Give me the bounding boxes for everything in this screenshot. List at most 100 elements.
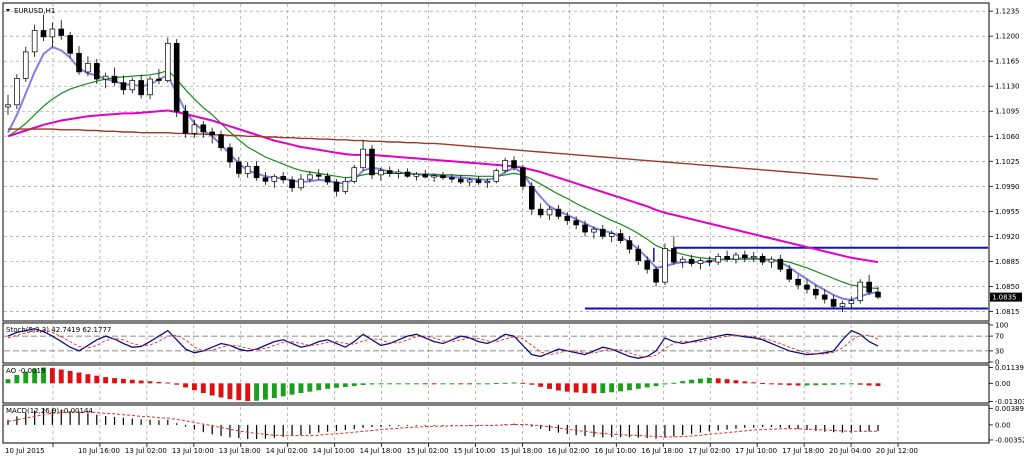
x-tick-label: 14 Jul 02:00: [266, 447, 308, 455]
ao-bar: [600, 383, 606, 394]
x-tick-label: 13 Jul 18:00: [219, 447, 261, 455]
macd-bar: [122, 417, 125, 425]
candle-body: [715, 256, 721, 263]
candle-body: [173, 42, 180, 112]
candle-body: [93, 62, 100, 80]
candle-body: [76, 52, 82, 73]
ao-bar: [209, 383, 215, 396]
ao-bar: [662, 383, 668, 385]
ao-bar: [626, 383, 632, 391]
macd-bar: [540, 424, 542, 429]
ao-bar: [547, 383, 552, 389]
macd-bar: [735, 424, 737, 429]
candle-body: [591, 228, 597, 233]
candle-body: [156, 78, 162, 81]
macd-bar: [229, 424, 231, 438]
candle-body: [875, 291, 881, 298]
y-tick-label: -0.01303: [995, 398, 1024, 406]
ao-bar: [183, 383, 188, 388]
candle-body: [395, 171, 402, 174]
candle-body: [111, 75, 118, 83]
ao-bar: [493, 383, 499, 385]
ao-bar: [422, 383, 428, 385]
x-tick-label: 16 Jul 10:00: [594, 447, 636, 455]
candle-body: [147, 78, 153, 96]
candle-body: [67, 35, 73, 54]
ao-label: AO -0.0019: [6, 367, 45, 375]
x-tick-label: 20 Jul 12:00: [876, 447, 918, 455]
horizontal-levels[interactable]: [584, 246, 988, 310]
candle-body: [280, 175, 286, 181]
ao-bar: [325, 383, 331, 389]
macd-bar: [326, 424, 329, 432]
macd-bar: [140, 419, 142, 425]
stochastic-line: [7, 328, 879, 359]
candle-body: [378, 170, 384, 176]
ao-bar: [254, 383, 260, 401]
candle-body: [608, 233, 615, 237]
ao-bar: [174, 383, 180, 385]
macd-signal-line: [7, 411, 878, 438]
candle-body: [600, 228, 606, 237]
x-tick-label: 20 Jul 04:00: [829, 447, 871, 455]
ao-bar: [103, 377, 109, 384]
candle-body: [573, 220, 579, 226]
ao-bar: [263, 383, 268, 400]
x-tick-label: 13 Jul 02:00: [125, 447, 167, 455]
main-panel-frame: [2, 2, 990, 322]
macd-bar: [753, 424, 755, 428]
macd-bar: [398, 424, 400, 426]
candle-body: [449, 177, 455, 180]
macd-bar: [176, 423, 178, 425]
candle-body: [244, 165, 251, 174]
ao-bar: [5, 379, 11, 384]
candle-body: [671, 248, 677, 263]
candle-body: [635, 248, 642, 262]
candle-body: [733, 254, 739, 260]
candle-body: [333, 181, 340, 192]
candle-body: [129, 80, 136, 91]
moving-average-line: [7, 109, 879, 264]
macd-bar: [469, 424, 471, 426]
macd-bar: [78, 412, 80, 425]
ao-bar: [85, 374, 91, 384]
ao-bar: [67, 370, 73, 384]
ao-bar: [769, 383, 774, 385]
macd-bar: [761, 424, 764, 428]
ao-bar: [147, 381, 153, 384]
ao-bar: [112, 378, 117, 384]
macd-bar: [344, 424, 346, 431]
y-tick-label: 1.1200: [995, 33, 1020, 41]
macd-bar: [841, 424, 844, 433]
ao-bar: [653, 383, 659, 387]
candle-body: [440, 175, 446, 179]
candle-body: [31, 30, 38, 53]
y-tick-label: 0.01139: [995, 364, 1024, 372]
ao-bar: [484, 383, 490, 385]
y-tick-label: 0.00: [995, 380, 1011, 388]
macd-bar: [833, 424, 835, 433]
x-tick-label: 17 Jul 10:00: [735, 447, 777, 455]
ao-bar: [440, 383, 446, 385]
macd-bar: [655, 424, 657, 439]
macd-bar: [770, 424, 773, 428]
candle-body: [582, 224, 588, 233]
x-tick-label: 15 Jul 18:00: [500, 447, 542, 455]
moving-average-line: [8, 128, 879, 180]
candle-body: [742, 254, 748, 259]
ao-bar: [476, 383, 481, 385]
candle-body: [804, 284, 810, 290]
macd-bar: [726, 424, 728, 430]
chevron-down-icon[interactable]: [6, 9, 10, 12]
candle-body: [857, 281, 864, 302]
ao-bar: [698, 378, 703, 384]
macd-panel-frame: [2, 404, 990, 444]
macd-bar: [96, 414, 98, 425]
macd-bar: [619, 424, 622, 438]
ao-bar: [360, 383, 366, 385]
macd-bar: [238, 424, 240, 439]
x-tick-label: 16 Jul 18:00: [641, 447, 683, 455]
candle-body: [422, 173, 429, 178]
macd-bar: [877, 424, 879, 431]
